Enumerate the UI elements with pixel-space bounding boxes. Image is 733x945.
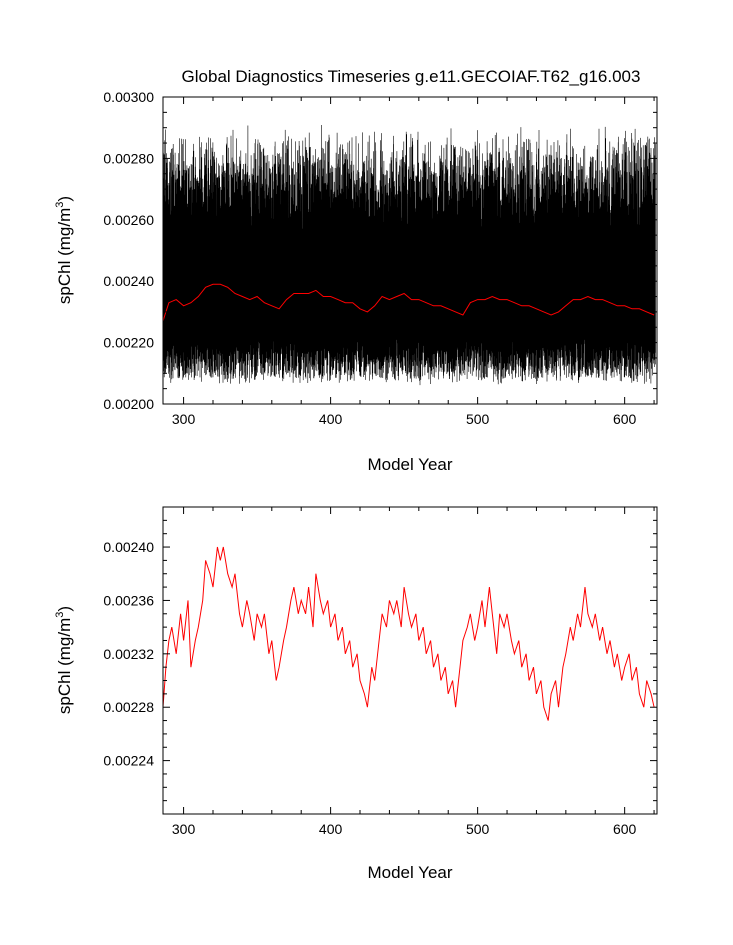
y-axis-label-close: ) [55, 606, 74, 612]
plot-frame [162, 96, 658, 405]
y-axis-label-close: ) [55, 196, 74, 202]
y-axis-label: spChl (mg/m3) [54, 196, 74, 304]
y-tick-label: 0.00240 [103, 539, 154, 555]
x-tick-label: 300 [172, 821, 196, 837]
y-axis-label-superscript: 3 [54, 612, 66, 618]
series-line-0 [163, 546, 655, 721]
y-tick-label: 0.00300 [103, 89, 154, 105]
y-tick-label: 0.00228 [103, 699, 154, 715]
y-tick-label: 0.00232 [103, 646, 154, 662]
x-tick-label: 300 [172, 411, 196, 427]
y-tick-label: 0.00200 [103, 396, 154, 412]
x-tick-label: 400 [319, 821, 343, 837]
x-axis-ticks: 300 400 500 600 [172, 97, 655, 427]
plot-marks [163, 546, 655, 721]
chart-title: Global Diagnostics Timeseries g.e11.GECO… [182, 67, 641, 86]
y-axis-label-superscript: 3 [54, 202, 66, 208]
y-tick-label: 0.00236 [103, 592, 154, 608]
series-line-0 [163, 124, 656, 386]
x-tick-label: 600 [613, 821, 637, 837]
timeseries-panel-bottom: 300 400 500 600 0.00224 0.00228 0.00232 0.0023… [54, 506, 658, 882]
x-tick-label: 500 [466, 821, 490, 837]
y-tick-label: 0.00224 [103, 753, 154, 769]
x-tick-label: 600 [613, 411, 637, 427]
y-axis-ticks: 0.00200 0.00220 0.00240 0.00260 0.00280 0.003… [103, 89, 657, 412]
x-axis-label: Model Year [367, 863, 452, 882]
y-tick-label: 0.00260 [103, 212, 154, 228]
y-tick-label: 0.00280 [103, 150, 154, 166]
y-axis-label: spChl (mg/m3) [54, 606, 74, 714]
y-axis-label-main: spChl (mg/m [55, 618, 74, 714]
y-tick-label: 0.00240 [103, 273, 154, 289]
x-tick-label: 500 [466, 411, 490, 427]
series-line-1 [163, 283, 655, 322]
plot-marks [163, 124, 656, 386]
plot-frame [162, 506, 658, 815]
y-axis-ticks: 0.00224 0.00228 0.00232 0.00236 0.00240 [103, 506, 657, 815]
y-tick-label: 0.00220 [103, 335, 154, 351]
x-axis-label: Model Year [367, 455, 452, 474]
timeseries-panel-top: Global Diagnostics Timeseries g.e11.GECO… [54, 67, 658, 474]
x-axis-ticks: 300 400 500 600 [172, 507, 655, 837]
x-tick-label: 400 [319, 411, 343, 427]
y-axis-label-main: spChl (mg/m [55, 208, 74, 304]
